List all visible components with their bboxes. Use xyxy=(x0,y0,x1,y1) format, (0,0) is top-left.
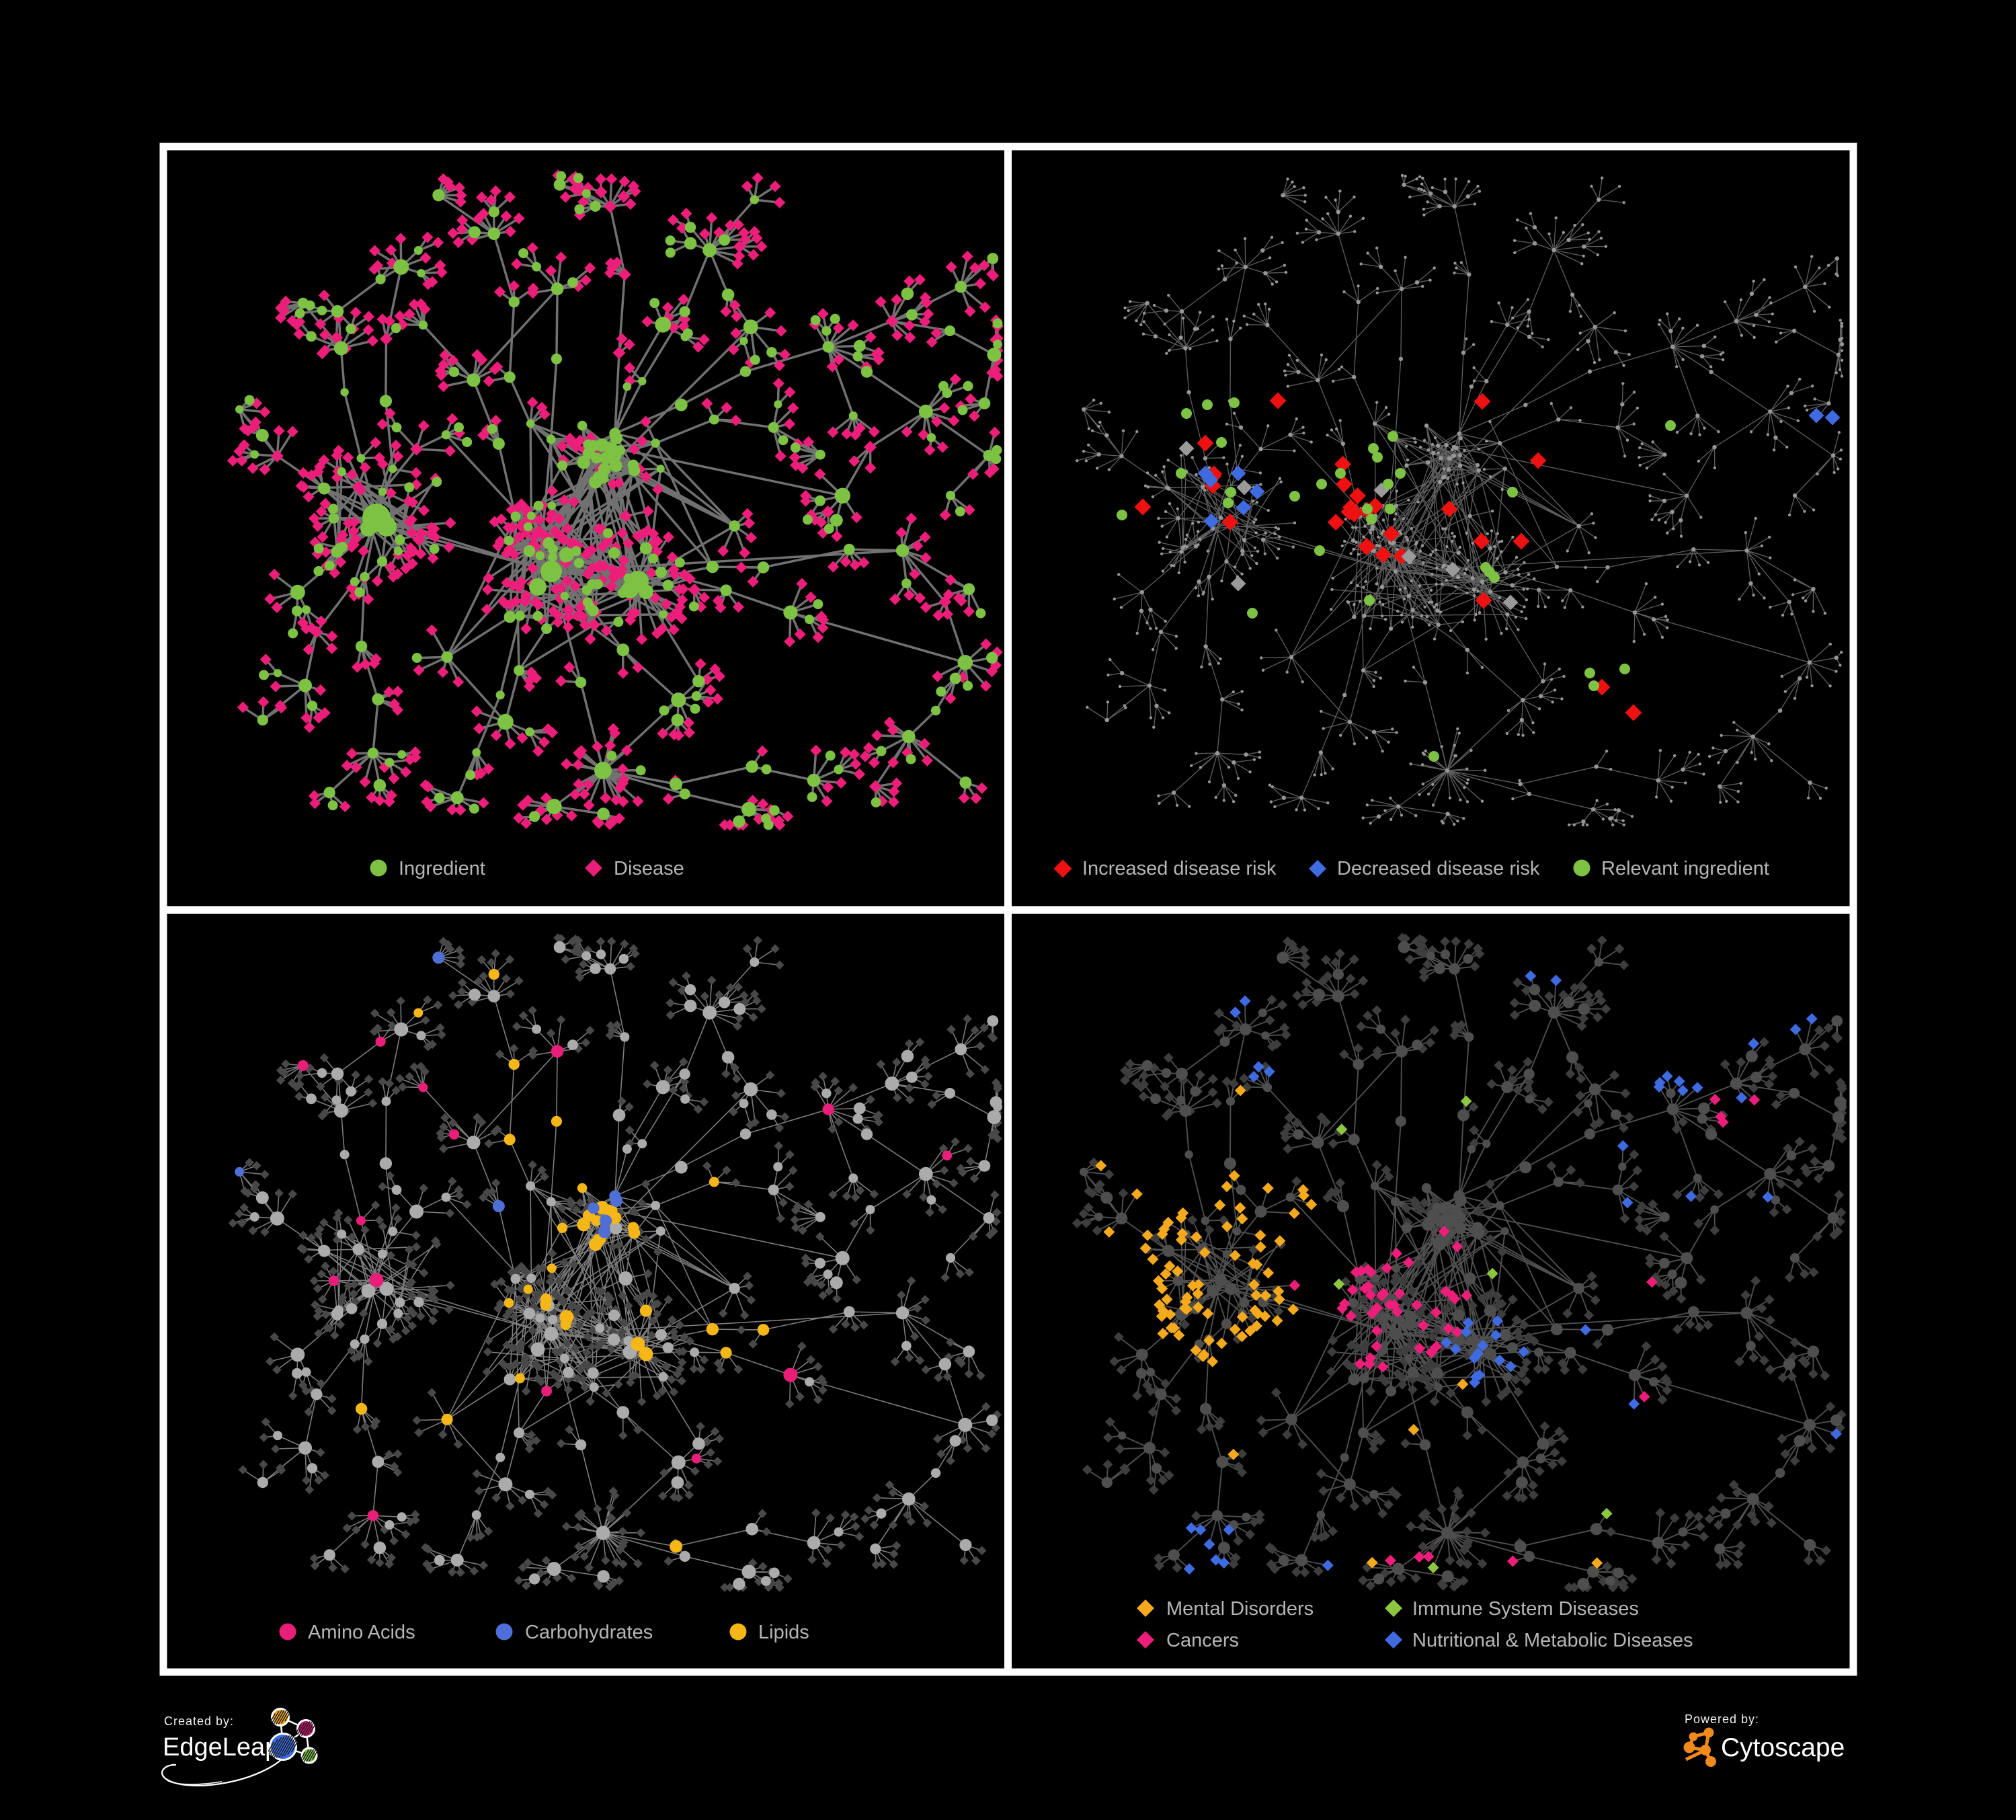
svg-text:Amino Acids: Amino Acids xyxy=(308,1622,415,1643)
svg-text:Cytoscape: Cytoscape xyxy=(1721,1733,1845,1762)
svg-text:EdgeLeap: EdgeLeap xyxy=(163,1733,279,1762)
svg-text:Mental Disorders: Mental Disorders xyxy=(1166,1598,1314,1620)
svg-text:Increased disease risk: Increased disease risk xyxy=(1082,858,1277,879)
svg-text:Relevant ingredient: Relevant ingredient xyxy=(1601,858,1769,879)
svg-text:Powered by:: Powered by: xyxy=(1685,1712,1759,1726)
svg-text:Disease: Disease xyxy=(614,858,684,879)
svg-text:Lipids: Lipids xyxy=(758,1622,809,1643)
svg-text:Cancers: Cancers xyxy=(1166,1630,1239,1651)
svg-text:Created by:: Created by: xyxy=(164,1714,234,1728)
svg-text:Immune System Diseases: Immune System Diseases xyxy=(1412,1598,1639,1620)
svg-text:Carbohydrates: Carbohydrates xyxy=(525,1622,653,1643)
svg-text:Ingredient: Ingredient xyxy=(399,858,485,879)
svg-text:Nutritional & Metabolic Diseas: Nutritional & Metabolic Diseases xyxy=(1412,1630,1693,1651)
svg-text:Decreased disease risk: Decreased disease risk xyxy=(1337,858,1540,879)
